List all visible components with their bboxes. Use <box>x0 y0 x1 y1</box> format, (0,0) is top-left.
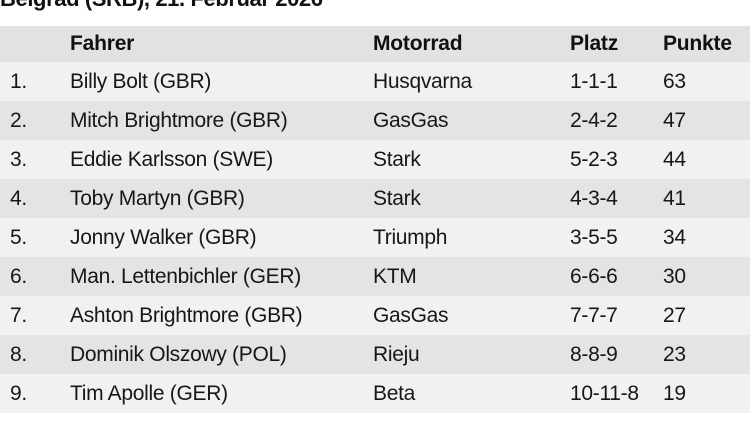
column-header-rank <box>0 26 70 62</box>
column-header-rider: Fahrer <box>70 26 373 62</box>
cell-place: 5-2-3 <box>570 140 663 179</box>
column-header-place: Platz <box>570 26 663 62</box>
cell-rider: Mitch Brightmore (GBR) <box>70 101 373 140</box>
cell-rider: Billy Bolt (GBR) <box>70 62 373 101</box>
cell-points: 41 <box>663 179 750 218</box>
cell-rank: 2. <box>0 101 70 140</box>
table-row: 2. Mitch Brightmore (GBR) GasGas 2-4-2 47 <box>0 101 750 140</box>
cell-bike: Stark <box>373 179 570 218</box>
cell-place: 1-1-1 <box>570 62 663 101</box>
table-row: 9. Tim Apolle (GER) Beta 10-11-8 19 <box>0 374 750 413</box>
table-row: 7. Ashton Brightmore (GBR) GasGas 7-7-7 27 <box>0 296 750 335</box>
cell-rank: 8. <box>0 335 70 374</box>
event-title-bar: Belgrad (SRB), 21. Februar 2026 <box>0 0 750 12</box>
column-header-points: Punkte <box>663 26 750 62</box>
table-header: Fahrer Motorrad Platz Punkte <box>0 26 750 62</box>
cell-place: 6-6-6 <box>570 257 663 296</box>
page-title: Belgrad (SRB), 21. Februar 2026 <box>0 0 750 12</box>
cell-rider: Man. Lettenbichler (GER) <box>70 257 373 296</box>
table-row: 6. Man. Lettenbichler (GER) KTM 6-6-6 30 <box>0 257 750 296</box>
cell-place: 8-8-9 <box>570 335 663 374</box>
cell-rank: 5. <box>0 218 70 257</box>
table-body: 1. Billy Bolt (GBR) Husqvarna 1-1-1 63 2. Mitc… <box>0 62 750 413</box>
table-row: 3. Eddie Karlsson (SWE) Stark 5-2-3 44 <box>0 140 750 179</box>
cell-place: 3-5-5 <box>570 218 663 257</box>
cell-points: 63 <box>663 62 750 101</box>
table-header-row: Fahrer Motorrad Platz Punkte <box>0 26 750 62</box>
cell-rank: 9. <box>0 374 70 413</box>
cell-bike: KTM <box>373 257 570 296</box>
cell-rider: Dominik Olszowy (POL) <box>70 335 373 374</box>
cell-place: 7-7-7 <box>570 296 663 335</box>
cell-bike: Husqvarna <box>373 62 570 101</box>
cell-rank: 3. <box>0 140 70 179</box>
cell-rider: Eddie Karlsson (SWE) <box>70 140 373 179</box>
cell-bike: GasGas <box>373 296 570 335</box>
cell-bike: Triumph <box>373 218 570 257</box>
table-row: 5. Jonny Walker (GBR) Triumph 3-5-5 34 <box>0 218 750 257</box>
cell-points: 30 <box>663 257 750 296</box>
table-row: 4. Toby Martyn (GBR) Stark 4-3-4 41 <box>0 179 750 218</box>
cell-rank: 1. <box>0 62 70 101</box>
table-row: 8. Dominik Olszowy (POL) Rieju 8-8-9 23 <box>0 335 750 374</box>
cell-bike: Beta <box>373 374 570 413</box>
cell-rank: 7. <box>0 296 70 335</box>
cell-place: 2-4-2 <box>570 101 663 140</box>
column-header-bike: Motorrad <box>373 26 570 62</box>
cell-points: 44 <box>663 140 750 179</box>
cell-bike: Stark <box>373 140 570 179</box>
cell-bike: Rieju <box>373 335 570 374</box>
results-table: Fahrer Motorrad Platz Punkte 1. Billy Bol… <box>0 26 750 413</box>
cell-points: 23 <box>663 335 750 374</box>
cell-place: 4-3-4 <box>570 179 663 218</box>
cell-bike: GasGas <box>373 101 570 140</box>
cell-rider: Toby Martyn (GBR) <box>70 179 373 218</box>
cell-rider: Ashton Brightmore (GBR) <box>70 296 373 335</box>
cell-rider: Tim Apolle (GER) <box>70 374 373 413</box>
cell-rank: 4. <box>0 179 70 218</box>
cell-rider: Jonny Walker (GBR) <box>70 218 373 257</box>
cell-points: 47 <box>663 101 750 140</box>
cell-place: 10-11-8 <box>570 374 663 413</box>
table-row: 1. Billy Bolt (GBR) Husqvarna 1-1-1 63 <box>0 62 750 101</box>
cell-rank: 6. <box>0 257 70 296</box>
cell-points: 27 <box>663 296 750 335</box>
cell-points: 34 <box>663 218 750 257</box>
cell-points: 19 <box>663 374 750 413</box>
